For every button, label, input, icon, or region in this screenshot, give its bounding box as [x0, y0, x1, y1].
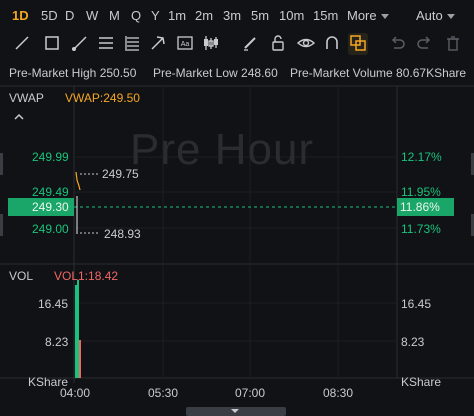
more-dropdown[interactable]: More: [347, 8, 389, 23]
arrow-icon[interactable]: [148, 33, 168, 55]
timeframe-2m[interactable]: 2m: [195, 8, 214, 23]
timeframe-y[interactable]: Y: [151, 8, 160, 23]
premarket-high-value: 250.50: [99, 66, 137, 80]
auto-label: Auto: [416, 8, 443, 23]
timeframe-bar: 1D 5D D W M Q Y 1m 2m 3m 5m 10m 15m More…: [0, 0, 474, 30]
vol-right-tick-3: KShare: [401, 375, 442, 389]
premarket-high-label: Pre-Market High: [9, 66, 97, 80]
auto-dropdown[interactable]: Auto: [416, 8, 455, 23]
premarket-volume-value: 80.67KShare: [396, 66, 467, 80]
right-tick-1: 12.17%: [401, 150, 442, 164]
text-icon[interactable]: Aa: [175, 33, 195, 55]
timeframe-3m[interactable]: 3m: [223, 8, 242, 23]
layers-icon[interactable]: [348, 33, 368, 55]
ray-icon[interactable]: [70, 33, 90, 55]
undo-icon[interactable]: [387, 33, 407, 55]
svg-text:Aa: Aa: [181, 41, 190, 48]
indicator-label[interactable]: VWAP: [9, 91, 44, 105]
fibonacci-icon[interactable]: [122, 33, 142, 55]
right-tick-3: 11.73%: [401, 222, 441, 236]
trash-icon[interactable]: [443, 33, 463, 55]
premarket-volume-label: Pre-Market Volume: [290, 66, 393, 80]
premarket-low-value: 248.60: [241, 66, 278, 80]
high-marker: 249.75: [102, 167, 139, 181]
vol-left-tick-2: 8.23: [45, 335, 69, 349]
low-marker: 248.93: [104, 227, 141, 241]
eye-icon[interactable]: [296, 33, 316, 55]
right-scroll-handle-lower[interactable]: [471, 214, 474, 236]
timeframe-w[interactable]: W: [86, 8, 99, 23]
timeframe-10m[interactable]: 10m: [279, 8, 305, 23]
left-tick-1: 249.99: [32, 150, 69, 164]
magnet-icon[interactable]: [322, 33, 342, 55]
vol-right-tick-2: 8.23: [401, 335, 425, 349]
chevron-down-icon: [231, 409, 239, 413]
left-scroll-handle-lower[interactable]: [0, 214, 3, 236]
chevron-down-icon: [380, 14, 389, 20]
drawing-toolbar: Aa: [0, 33, 474, 59]
chevron-down-icon: [446, 14, 455, 20]
parallel-channel-icon[interactable]: [96, 33, 116, 55]
price-tag: 249.30: [8, 198, 74, 216]
more-label: More: [347, 8, 377, 23]
collapse-chevron-icon[interactable]: [14, 110, 24, 124]
time-tick-1: 04:00: [60, 386, 91, 400]
premarket-volume: Pre-Market Volume 80.67KShare: [290, 66, 466, 80]
timeframe-m[interactable]: M: [109, 8, 120, 23]
timeframe-5m[interactable]: 5m: [251, 8, 270, 23]
timeframe-1d[interactable]: 1D: [12, 8, 29, 23]
time-tick-2: 05:30: [148, 386, 179, 400]
premarket-low: Pre-Market Low 248.60: [153, 66, 278, 80]
timeframe-q[interactable]: Q: [131, 8, 142, 23]
time-tick-4: 08:30: [323, 386, 354, 400]
left-scroll-handle[interactable]: [0, 153, 3, 175]
volume-label[interactable]: VOL: [9, 269, 34, 283]
brush-icon[interactable]: [240, 33, 260, 55]
lock-icon[interactable]: [268, 33, 288, 55]
timeframe-d[interactable]: D: [65, 8, 75, 23]
percent-tag: 11.86%: [397, 198, 454, 216]
redo-icon[interactable]: [415, 33, 435, 55]
vol-left-tick-1: 16.45: [38, 297, 69, 311]
volume-value: VOL1:18.42: [54, 269, 119, 283]
session-watermark: Pre Hour: [130, 125, 315, 174]
vol-right-tick-1: 16.45: [401, 297, 432, 311]
premarket-info-bar: Pre-Market High 250.50 Pre-Market Low 24…: [0, 66, 474, 84]
pattern-icon[interactable]: [201, 33, 221, 55]
vol-left-tick-3: KShare: [28, 375, 69, 389]
right-tick-2: 11.95%: [401, 185, 441, 199]
right-scroll-handle[interactable]: [471, 153, 474, 175]
left-tick-3: 249.00: [32, 222, 69, 236]
premarket-low-label: Pre-Market Low: [153, 66, 238, 80]
indicator-value: VWAP:249.50: [65, 91, 140, 105]
time-tick-3: 07:00: [235, 386, 266, 400]
timeframe-1m[interactable]: 1m: [168, 8, 187, 23]
left-tick-2: 249.49: [32, 185, 69, 199]
premarket-high: Pre-Market High 250.50: [9, 66, 136, 80]
timeframe-15m[interactable]: 15m: [313, 8, 339, 23]
timeframe-5d[interactable]: 5D: [41, 8, 58, 23]
line-icon[interactable]: [12, 33, 32, 55]
rectangle-icon[interactable]: [42, 33, 62, 55]
